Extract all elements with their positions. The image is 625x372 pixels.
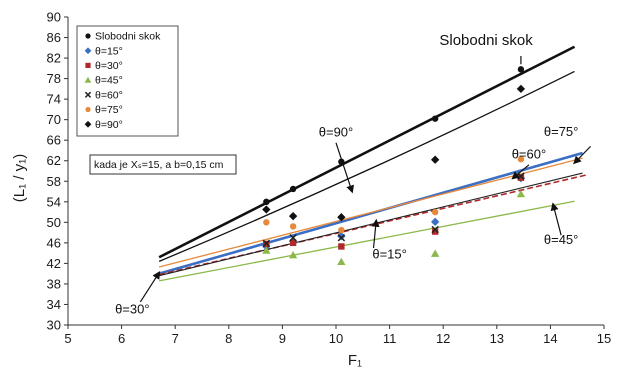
- note-box: kada je Xₛ=15, a b=0,15 cm: [89, 154, 237, 175]
- point-theta-45: [337, 257, 346, 266]
- legend-marker-theta-45: [84, 76, 92, 83]
- y-tick-label: 90: [47, 10, 61, 25]
- point-theta-90: [516, 84, 526, 94]
- annotation-arrow: [511, 164, 530, 180]
- point-theta-45: [516, 189, 526, 198]
- annotation-theta-30: θ=30°: [115, 302, 149, 317]
- annotation-arrow: [550, 202, 562, 236]
- fit-line-theta-45: [158, 200, 575, 282]
- x-tick-label: 13: [490, 331, 504, 346]
- data-points: [262, 66, 526, 266]
- annotation-arrow: [335, 142, 354, 194]
- y-tick-label: 30: [47, 318, 61, 333]
- y-axis-label: (L₁ / y₁): [11, 154, 28, 202]
- y-tick-label: 86: [47, 30, 61, 45]
- point-theta-90: [288, 212, 298, 221]
- legend-label-theta-15: θ=15°: [95, 45, 123, 57]
- y-tick-label: 42: [47, 256, 61, 271]
- annotation-arrow: [139, 270, 161, 303]
- point-theta-45: [288, 251, 298, 259]
- point-theta-75: [289, 223, 297, 230]
- legend-marker-theta-60: [84, 91, 92, 98]
- note-text: kada je Xₛ=15, a b=0,15 cm: [94, 159, 224, 171]
- annotation-theta-60: θ=60°: [512, 147, 546, 162]
- point-theta-15: [431, 217, 440, 226]
- x-tick-label: 10: [329, 331, 343, 346]
- x-tick-label: 11: [383, 331, 397, 346]
- legend-marker-slobodni-skok: [85, 33, 91, 39]
- point-theta-75: [338, 226, 345, 234]
- legend-label-theta-60: θ=60°: [95, 89, 123, 101]
- annotation-arrow: [573, 145, 592, 165]
- x-axis-label: F₁: [348, 352, 362, 369]
- annotation-arrow: [371, 218, 380, 249]
- point-theta-60: [337, 234, 346, 242]
- point-slobodni-skok: [517, 66, 525, 73]
- point-theta-90: [262, 205, 271, 214]
- legend-label-slobodni-skok: Slobodni skok: [95, 31, 161, 43]
- legend-marker-theta-75: [85, 106, 91, 113]
- annotation-theta-75: θ=75°: [544, 124, 578, 139]
- fit-line-theta-90: [158, 70, 575, 262]
- annotation-theta-45: θ=45°: [544, 232, 578, 247]
- point-theta-90: [337, 213, 346, 222]
- y-tick-label: 38: [47, 276, 61, 291]
- y-tick-label: 78: [47, 71, 61, 86]
- x-tick-label: 12: [436, 331, 450, 346]
- annotation-slobodni-skok: Slobodni skok: [439, 32, 533, 49]
- point-theta-45: [262, 246, 271, 254]
- legend-label-theta-30: θ=30°: [95, 60, 123, 72]
- x-tick-label: 15: [597, 331, 611, 346]
- y-tick-label: 74: [47, 92, 61, 107]
- point-theta-45: [431, 249, 440, 257]
- y-tick-label: 50: [47, 215, 61, 230]
- point-theta-30: [338, 243, 345, 250]
- annotation-theta-90: θ=90°: [319, 125, 353, 140]
- x-tick-label: 9: [279, 331, 286, 346]
- y-tick-label: 34: [47, 297, 61, 312]
- point-theta-75: [431, 208, 439, 216]
- legend-marker-theta-15: [84, 47, 92, 55]
- legend-marker-theta-90: [84, 120, 92, 128]
- fit-line-slobodni-skok: [158, 45, 576, 259]
- legend-frame: [76, 25, 179, 137]
- point-slobodni-skok: [263, 198, 270, 205]
- x-tick-label: 7: [172, 331, 179, 346]
- point-theta-75: [263, 219, 270, 226]
- legend-marker-theta-30: [85, 62, 91, 68]
- legend-label-theta-90: θ=90°: [95, 119, 123, 131]
- point-slobodni-skok: [431, 115, 439, 122]
- point-theta-60: [431, 225, 439, 234]
- y-tick-label: 62: [47, 153, 61, 168]
- legend: Slobodni skok θ=15° θ=30° θ=45° θ=60° θ=75° θ=…: [76, 25, 179, 137]
- x-tick-label: 5: [64, 331, 71, 346]
- axes: 5 6 7 8 9 10 11 12 13 14 1530343842465054586266707…: [47, 10, 612, 347]
- point-theta-15: [337, 232, 346, 241]
- y-tick-label: 82: [47, 51, 61, 66]
- point-theta-30: [517, 174, 525, 181]
- annotations: Slobodni skok θ=90° θ=75° θ=60° θ=15° θ=45° θ=…: [115, 32, 592, 317]
- point-theta-30: [289, 239, 297, 247]
- legend-label-theta-45: θ=45°: [95, 75, 123, 87]
- point-slobodni-skok: [289, 185, 297, 193]
- point-theta-90: [431, 155, 440, 164]
- y-tick-label: 66: [47, 133, 61, 148]
- point-theta-60: [262, 239, 271, 248]
- y-tick-label: 54: [47, 194, 61, 209]
- annotation-theta-15: θ=15°: [372, 246, 406, 261]
- x-tick-label: 14: [543, 331, 557, 346]
- note-frame: [89, 154, 237, 175]
- point-theta-60: [289, 234, 297, 242]
- y-tick-label: 46: [47, 235, 61, 250]
- point-theta-75: [517, 155, 525, 163]
- x-tick-label: 8: [225, 331, 232, 346]
- y-tick-label: 70: [47, 112, 61, 127]
- x-tick-label: 6: [118, 331, 125, 346]
- fit-line-theta-60: [158, 172, 583, 277]
- legend-label-theta-75: θ=75°: [95, 104, 123, 116]
- y-tick-label: 58: [47, 174, 61, 189]
- point-theta-30: [431, 228, 439, 235]
